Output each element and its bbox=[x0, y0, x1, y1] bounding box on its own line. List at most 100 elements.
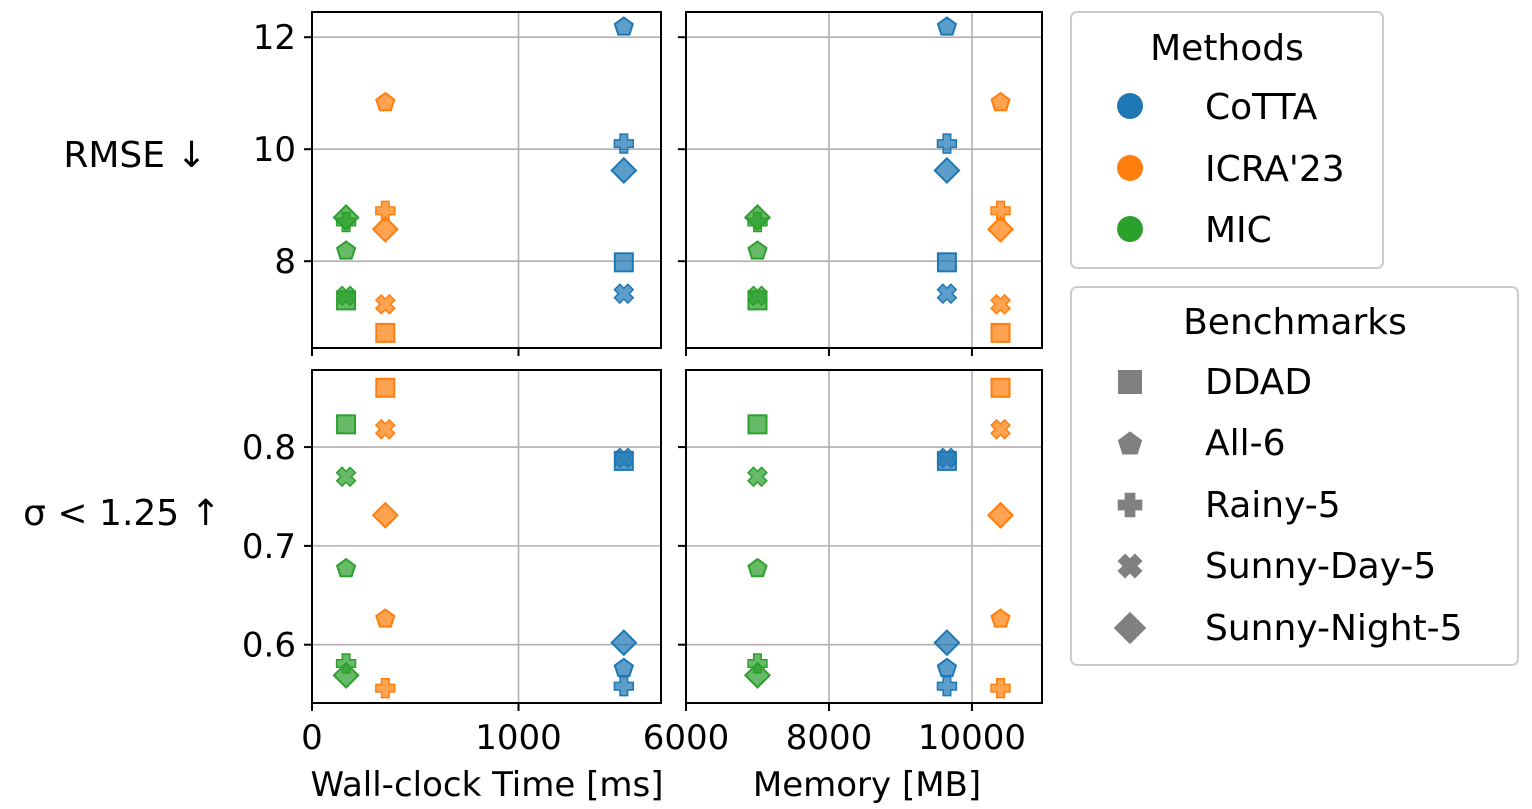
point-cotta-rainy-5 bbox=[936, 133, 958, 154]
point-mic-sunny-night-5 bbox=[332, 203, 360, 232]
point-mic-sunny-night-5 bbox=[743, 661, 772, 689]
point-icra-23-ddad bbox=[990, 322, 1011, 343]
y-tick-label: 8 bbox=[274, 242, 296, 282]
point-cotta-all-6 bbox=[936, 657, 958, 677]
point-icra-23-rainy-5 bbox=[990, 677, 1011, 699]
panel-0-1 bbox=[678, 11, 1043, 356]
point-icra-23-sunny-day-5 bbox=[990, 293, 1011, 315]
panel-frame bbox=[685, 11, 1043, 349]
legend-label-sunny-day5: Sunny-Day-5 bbox=[1205, 546, 1436, 587]
legend-marker-sunny-day-5 bbox=[1117, 553, 1143, 579]
legend-marker-icra bbox=[1117, 155, 1143, 181]
legend-benchmarks-title: Benchmarks bbox=[1183, 302, 1407, 343]
point-icra-23-all-6 bbox=[990, 91, 1011, 112]
legend-marker-ddad bbox=[1118, 370, 1142, 394]
point-cotta-rainy-5 bbox=[936, 676, 958, 697]
y-tick-label: 0.6 bbox=[242, 626, 296, 666]
point-icra-23-sunny-day-5 bbox=[374, 418, 396, 440]
legend-benchmarks-frame bbox=[1070, 286, 1519, 666]
point-icra-23-sunny-night-5 bbox=[371, 215, 399, 243]
legend-benchmark-markers bbox=[1113, 370, 1147, 645]
legend-marker-cotta bbox=[1117, 93, 1143, 119]
panel-frame bbox=[685, 369, 1043, 704]
xlabel-memory: Memory [MB] bbox=[753, 765, 981, 805]
point-cotta-all-6 bbox=[613, 16, 634, 36]
legend-label-all6: All-6 bbox=[1205, 423, 1286, 464]
x-tick-label: 0 bbox=[301, 718, 323, 758]
point-icra-23-sunny-day-5 bbox=[990, 418, 1011, 440]
point-icra-23-all-6 bbox=[375, 608, 396, 628]
legend-methods: Methods CoTTA ICRA'23 MIC bbox=[1070, 11, 1384, 269]
point-icra-23-sunny-night-5 bbox=[371, 501, 399, 529]
point-cotta-all-6 bbox=[936, 16, 958, 36]
y-tick-label: 0.8 bbox=[242, 428, 296, 468]
legend-methods-frame bbox=[1070, 11, 1384, 269]
x-tick-label: 8000 bbox=[786, 718, 873, 758]
point-mic-all-6 bbox=[747, 240, 768, 260]
x-tick-label: 6000 bbox=[643, 718, 730, 758]
y-tick-label: 12 bbox=[253, 18, 296, 58]
point-mic-sunny-night-5 bbox=[332, 661, 360, 689]
point-mic-sunny-day-5 bbox=[335, 285, 357, 307]
point-cotta-sunny-day-5 bbox=[936, 283, 958, 305]
ylabel-accuracy: σ < 1.25 ↑ bbox=[23, 493, 221, 534]
panel-1-1: 6000 8000 10000 bbox=[643, 369, 1043, 758]
legend-marker-mic bbox=[1117, 216, 1143, 242]
legend-marker-rainy-5 bbox=[1117, 492, 1143, 518]
legend-marker-sunny-night-5 bbox=[1113, 611, 1147, 645]
legend-marker-all-6 bbox=[1117, 431, 1143, 455]
xlabel-time: Wall-clock Time [ms] bbox=[311, 765, 664, 805]
panel-frame bbox=[311, 11, 662, 349]
point-icra-23-all-6 bbox=[375, 91, 396, 112]
point-icra-23-sunny-night-5 bbox=[986, 215, 1015, 243]
point-mic-sunny-day-5 bbox=[747, 285, 768, 307]
point-cotta-ddad bbox=[613, 252, 634, 273]
x-tick-label: 1000 bbox=[475, 718, 562, 758]
panel-1-0: 0.6 0.7 0.8 0 1000 bbox=[242, 369, 662, 758]
point-cotta-rainy-5 bbox=[613, 133, 635, 154]
legend-label-ddad: DDAD bbox=[1205, 362, 1312, 403]
legend-benchmarks: Benchmarks DDAD All-6 Rainy-5 Sunny-Day-… bbox=[1070, 286, 1519, 666]
y-tick-label: 0.7 bbox=[242, 527, 296, 567]
point-cotta-sunny-night-5 bbox=[610, 156, 638, 185]
point-mic-sunny-night-5 bbox=[743, 203, 772, 232]
panel-0-0: 8 10 12 bbox=[253, 11, 662, 356]
point-mic-sunny-day-5 bbox=[335, 466, 357, 488]
point-cotta-ddad bbox=[936, 252, 957, 273]
legend-label-icra: ICRA'23 bbox=[1205, 149, 1345, 190]
x-axis-labels: Wall-clock Time [ms] Memory [MB] bbox=[311, 765, 982, 805]
point-icra-23-ddad bbox=[990, 377, 1011, 398]
point-cotta-sunny-night-5 bbox=[933, 156, 961, 185]
point-icra-23-sunny-night-5 bbox=[986, 501, 1015, 529]
row-labels: RMSE ↓ σ < 1.25 ↑ bbox=[23, 135, 221, 534]
point-mic-sunny-day-5 bbox=[747, 466, 768, 488]
point-cotta-sunny-day-5 bbox=[613, 447, 635, 469]
point-cotta-sunny-day-5 bbox=[936, 447, 958, 469]
legend-label-rainy5: Rainy-5 bbox=[1205, 485, 1341, 526]
point-mic-all-6 bbox=[747, 557, 768, 578]
point-mic-all-6 bbox=[335, 240, 357, 260]
ylabel-rmse: RMSE ↓ bbox=[63, 135, 206, 176]
point-mic-ddad bbox=[336, 414, 357, 435]
point-cotta-rainy-5 bbox=[613, 676, 635, 697]
point-cotta-sunny-night-5 bbox=[610, 629, 638, 657]
x-tick-label: 10000 bbox=[918, 718, 1026, 758]
point-icra-23-ddad bbox=[375, 322, 396, 343]
point-cotta-all-6 bbox=[613, 657, 634, 677]
legend-label-sunny-night5: Sunny-Night-5 bbox=[1205, 608, 1463, 649]
point-icra-23-ddad bbox=[375, 377, 396, 398]
legend-label-mic: MIC bbox=[1205, 210, 1272, 251]
panels: 8 10 12 0.6 0.7 0.8 0 1000 6000 8000 10000 bbox=[242, 11, 1043, 758]
point-icra-23-rainy-5 bbox=[375, 677, 396, 699]
legend-methods-title: Methods bbox=[1150, 28, 1304, 69]
y-tick-label: 10 bbox=[253, 130, 296, 170]
point-icra-23-sunny-day-5 bbox=[374, 293, 396, 315]
legend-label-cotta: CoTTA bbox=[1205, 87, 1318, 128]
point-mic-all-6 bbox=[335, 557, 357, 578]
point-cotta-sunny-night-5 bbox=[933, 629, 961, 657]
panel-frame bbox=[311, 369, 662, 704]
point-mic-ddad bbox=[747, 414, 768, 435]
point-icra-23-all-6 bbox=[990, 608, 1011, 628]
point-cotta-sunny-day-5 bbox=[613, 283, 635, 305]
